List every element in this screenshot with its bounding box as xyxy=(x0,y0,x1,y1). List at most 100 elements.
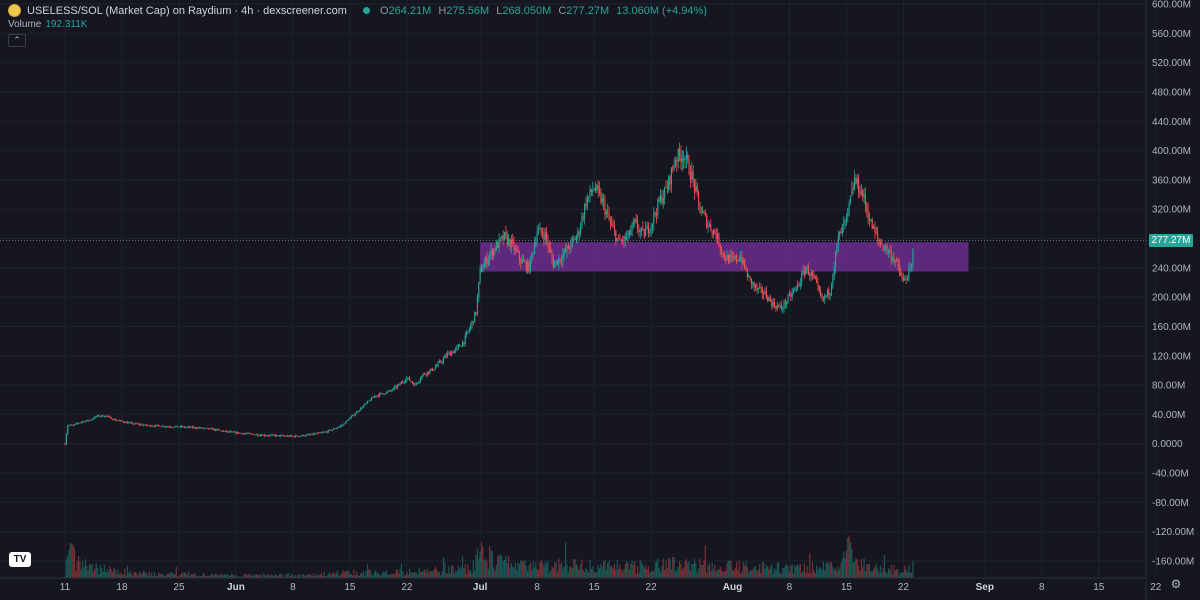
volume-bar xyxy=(242,576,244,578)
volume-bar xyxy=(697,568,700,578)
candle-body xyxy=(231,431,233,433)
candle-body xyxy=(820,290,822,296)
volume-bar xyxy=(195,576,198,578)
candle-body xyxy=(727,255,729,263)
volume-bar xyxy=(590,568,592,578)
volume-bar xyxy=(608,560,610,578)
candle-body xyxy=(145,424,147,426)
volume-bar xyxy=(737,570,739,578)
volume-bar xyxy=(482,546,484,578)
candle-body xyxy=(219,429,221,431)
candle-body xyxy=(491,249,493,257)
tradingview-logo-icon[interactable]: TV xyxy=(9,552,31,567)
candles xyxy=(64,142,914,446)
volume-bar xyxy=(505,555,507,578)
volume-bar xyxy=(845,551,848,578)
candle-body xyxy=(493,249,495,257)
volume-bar xyxy=(799,563,801,578)
candle-body xyxy=(855,177,857,184)
x-axis[interactable]: 11 18 25 Jun 8 15 22 Jul 8 15 22 Aug 8 15 22 Sep 8 15 22 xyxy=(0,577,1162,593)
candle-body xyxy=(761,287,763,294)
volume-bar xyxy=(491,550,493,578)
volume-bar xyxy=(273,576,275,578)
volume-bar xyxy=(912,560,914,578)
y-tick-label: 120.00M xyxy=(1152,351,1191,362)
volume-bar xyxy=(787,566,789,578)
volume-bar xyxy=(711,562,713,578)
candle-body xyxy=(291,435,293,437)
volume-bar xyxy=(662,559,664,578)
candle-body xyxy=(873,226,875,230)
volume-bar xyxy=(497,554,499,578)
candle-body xyxy=(661,195,663,204)
gear-icon[interactable]: ⚙ xyxy=(1170,577,1182,591)
candle-body xyxy=(896,260,898,262)
candle-body xyxy=(528,261,530,273)
volume-bar xyxy=(274,573,276,578)
volume-bar xyxy=(185,572,187,578)
candle-body xyxy=(619,238,621,241)
candle-body xyxy=(788,293,791,296)
candle-body xyxy=(806,266,808,269)
candle-body xyxy=(262,434,264,436)
candle-body xyxy=(255,434,257,436)
candle-body xyxy=(818,286,820,291)
candle-body xyxy=(137,423,139,425)
volume-bar xyxy=(548,572,550,578)
volume-bar xyxy=(550,570,552,578)
volume-bar xyxy=(691,563,693,578)
volume-bar xyxy=(809,552,811,578)
candle-body xyxy=(639,230,641,233)
candle-body xyxy=(662,197,664,204)
volume-bar xyxy=(347,571,350,578)
candle-body xyxy=(330,429,332,431)
candle-body xyxy=(859,192,861,195)
candle-body xyxy=(537,229,540,233)
volume-bar xyxy=(509,567,511,578)
y-axis[interactable]: 600.00M 560.00M 520.00M 480.00M 440.00M 400.0… xyxy=(1145,0,1194,600)
candle-body xyxy=(354,413,356,416)
candle-body xyxy=(440,361,442,363)
volume-bar xyxy=(186,574,188,578)
candle-body xyxy=(676,160,678,162)
y-tick-label: 0.0000 xyxy=(1152,439,1183,450)
volume-bar xyxy=(69,542,72,578)
candle-body xyxy=(369,400,371,402)
candle-body xyxy=(753,282,755,287)
candle-body xyxy=(600,192,602,203)
candle-body xyxy=(350,416,352,418)
candle-body xyxy=(189,426,191,428)
chevron-up-icon[interactable]: ⌃ xyxy=(8,34,26,47)
candle-body xyxy=(794,288,796,291)
candle-body xyxy=(551,252,553,259)
volume-bar xyxy=(339,575,342,578)
volume-bar xyxy=(376,573,378,578)
candle-body xyxy=(415,383,417,385)
candle-body xyxy=(726,255,728,261)
volume-bar xyxy=(798,566,800,578)
volume-bar xyxy=(312,573,314,578)
candle-body xyxy=(590,189,592,193)
candle-body xyxy=(224,430,226,432)
candle-body xyxy=(159,425,161,427)
candle-body xyxy=(200,427,202,429)
volume-bar xyxy=(843,551,845,578)
x-tick-label: 8 xyxy=(290,582,296,593)
volume-bar xyxy=(328,572,331,578)
candle-body xyxy=(116,420,118,422)
volume-bar xyxy=(139,571,141,578)
candle-body xyxy=(68,425,70,427)
volume-bar xyxy=(645,565,647,578)
volume-bar xyxy=(651,571,654,578)
candle-body xyxy=(849,195,852,204)
candle-body xyxy=(121,420,123,422)
candle-body xyxy=(792,290,795,293)
candle-body xyxy=(476,297,478,314)
volume-bar xyxy=(820,567,822,578)
x-tick-label: 22 xyxy=(401,582,413,593)
candle-body xyxy=(277,435,279,436)
volume-bar xyxy=(735,562,738,578)
candle-body xyxy=(784,301,786,305)
candle-body xyxy=(311,433,313,435)
